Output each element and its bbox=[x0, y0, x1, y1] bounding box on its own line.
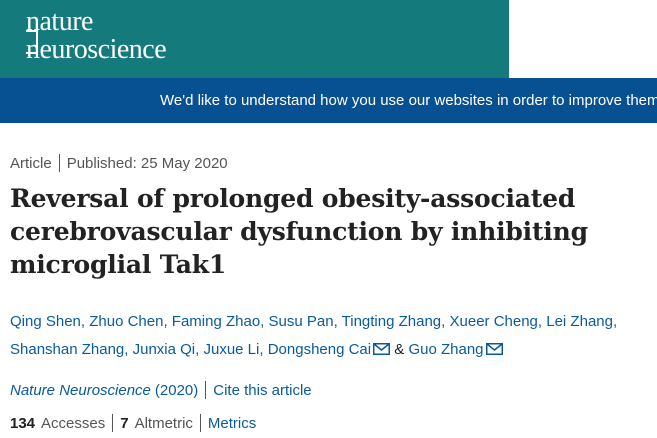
banner-text: We'd like to understand how you use our … bbox=[160, 92, 657, 109]
article-title: Reversal of prolonged obesity-associated… bbox=[10, 184, 588, 279]
article-metrics: 134 Accesses 7 Altmetric Metrics bbox=[10, 414, 256, 432]
author-link[interactable]: Lei Zhang bbox=[546, 313, 613, 330]
author-link[interactable]: Tingting Zhang bbox=[341, 313, 442, 330]
metrics-divider bbox=[112, 414, 114, 432]
mail-icon[interactable] bbox=[373, 343, 391, 355]
author-separator: , bbox=[163, 313, 168, 330]
accesses-label: Accesses bbox=[41, 414, 106, 432]
author-link[interactable]: Xueer Cheng bbox=[449, 313, 538, 330]
cite-article-link[interactable]: Cite this article bbox=[213, 381, 312, 399]
author-link[interactable]: Qing Shen bbox=[10, 313, 81, 330]
journal-name[interactable]: Nature Neuroscience bbox=[10, 381, 151, 399]
author-link[interactable]: Dongsheng Cai bbox=[267, 341, 372, 358]
mail-icon[interactable] bbox=[485, 343, 503, 355]
author-link[interactable]: Shanshan Zhang bbox=[10, 341, 125, 358]
author-link[interactable]: Junxia Qi bbox=[132, 341, 196, 358]
logo-line-2: neuroscience bbox=[26, 34, 167, 65]
author-link[interactable]: Susu Pan bbox=[268, 313, 334, 330]
author-separator: , bbox=[195, 341, 200, 358]
author-link[interactable]: Zhuo Chen bbox=[89, 313, 164, 330]
author-separator: , bbox=[333, 313, 338, 330]
author-separator: , bbox=[537, 313, 543, 330]
author-link[interactable]: Faming Zhao bbox=[171, 313, 261, 330]
journal-info: Nature Neuroscience (2020) Cite this art… bbox=[10, 381, 312, 399]
survey-banner[interactable]: We'd like to understand how you use our … bbox=[0, 78, 657, 123]
meta-divider bbox=[58, 154, 60, 172]
metrics-divider bbox=[199, 414, 201, 432]
logo-line-1: nature bbox=[26, 6, 93, 37]
journal-divider bbox=[205, 381, 207, 399]
author-separator: , bbox=[441, 313, 446, 330]
author-separator: , bbox=[260, 313, 265, 330]
accesses-count: 134 bbox=[10, 414, 36, 432]
metrics-link[interactable]: Metrics bbox=[207, 414, 257, 432]
logo-bracket-mark bbox=[26, 30, 38, 54]
author-separator: , bbox=[259, 341, 264, 358]
article-type: Article bbox=[10, 154, 52, 172]
author-list: Qing Shen, Zhuo Chen, Faming Zhao, Susu … bbox=[10, 308, 630, 364]
journal-logo[interactable]: nature neuroscience bbox=[26, 6, 167, 65]
author-link[interactable]: Guo Zhang bbox=[408, 341, 484, 358]
altmetric-label: Altmetric bbox=[134, 414, 193, 432]
article-meta: Article Published: 25 May 2020 bbox=[10, 154, 228, 172]
author-link[interactable]: Juxue Li bbox=[203, 341, 260, 358]
altmetric-count: 7 bbox=[120, 414, 129, 432]
author-separator: , bbox=[80, 313, 86, 330]
site-header: nature neuroscience bbox=[0, 0, 509, 78]
author-separator: , bbox=[612, 313, 618, 330]
author-conjunction: & bbox=[394, 341, 405, 358]
author-separator: , bbox=[124, 341, 129, 358]
journal-year: (2020) bbox=[154, 381, 199, 399]
published-date: Published: 25 May 2020 bbox=[66, 154, 228, 172]
